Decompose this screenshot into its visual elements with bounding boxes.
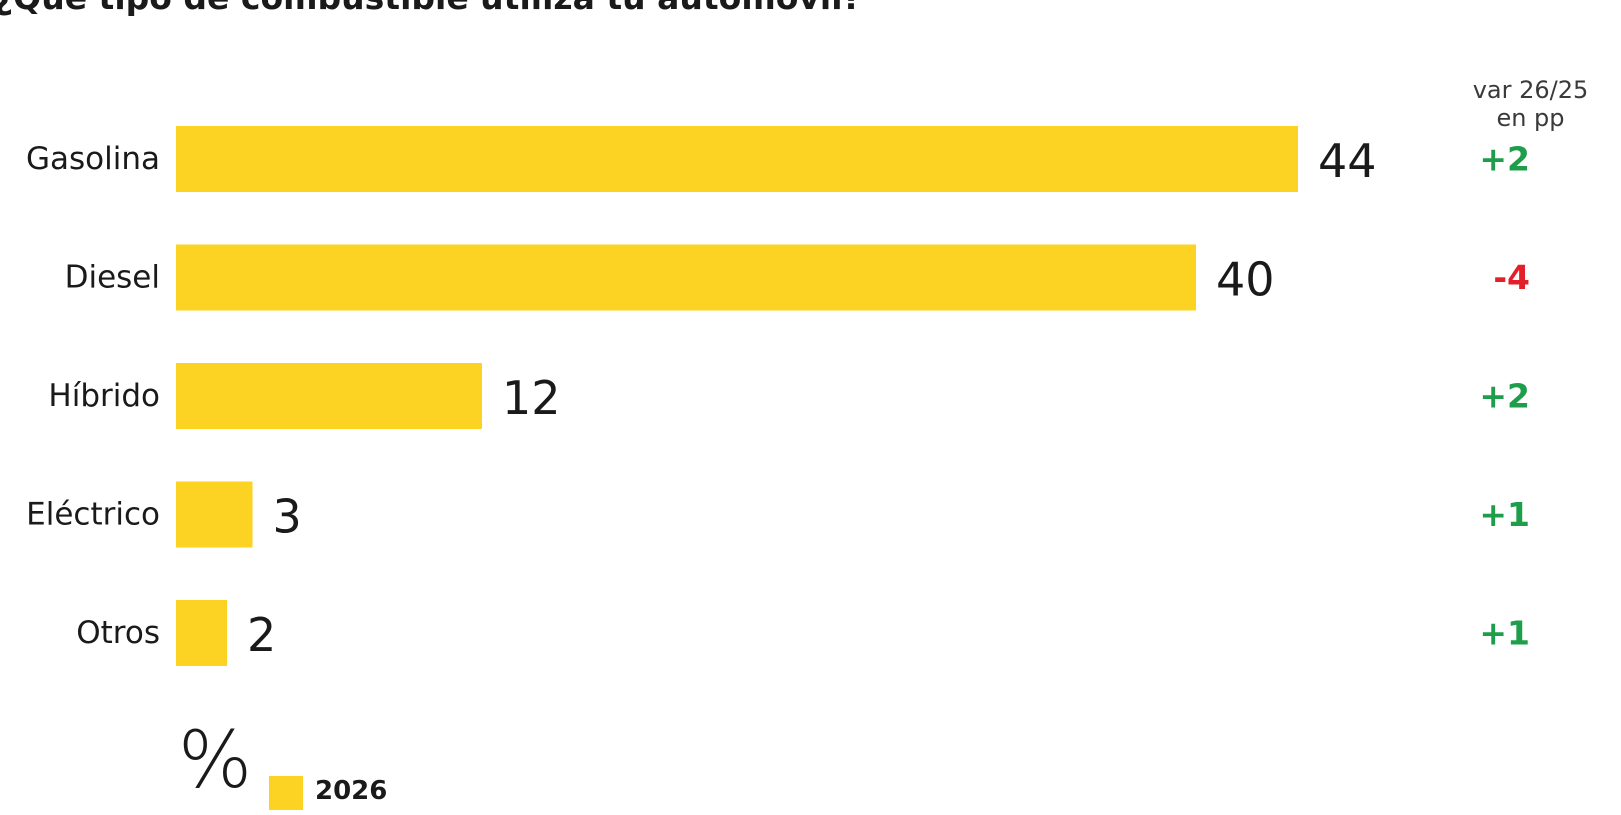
variation-label: -4: [1493, 258, 1530, 297]
value-label: 3: [273, 490, 302, 544]
category-label: Gasolina: [26, 141, 160, 177]
bar-gasolina: [176, 126, 1298, 192]
category-label: Eléctrico: [26, 497, 160, 533]
variation-label: +2: [1479, 377, 1530, 416]
value-label: 44: [1318, 134, 1377, 188]
legend-label: 2026: [315, 776, 388, 806]
value-label: 12: [502, 371, 561, 425]
bar-otros: [176, 600, 227, 666]
variation-header-line1: var 26/25: [1472, 76, 1589, 104]
category-label: Diesel: [65, 260, 160, 296]
unit-label: %: [178, 716, 253, 806]
legend-swatch: [269, 776, 303, 810]
category-label: Otros: [76, 615, 160, 651]
variation-label: +2: [1479, 140, 1530, 179]
category-label: Híbrido: [48, 378, 160, 414]
bar-híbrido: [176, 363, 482, 429]
bar-eléctrico: [176, 481, 253, 548]
variation-label: +1: [1479, 495, 1530, 534]
variation-header: var 26/25 en pp: [1440, 76, 1621, 132]
value-label: 40: [1216, 253, 1275, 307]
variation-label: +1: [1479, 614, 1530, 653]
chart-title: ¿Qué tipo de combustible utiliza tu auto…: [0, 0, 862, 17]
bar-diesel: [176, 244, 1196, 311]
value-label: 2: [247, 608, 276, 662]
variation-header-line2: en pp: [1496, 104, 1565, 132]
